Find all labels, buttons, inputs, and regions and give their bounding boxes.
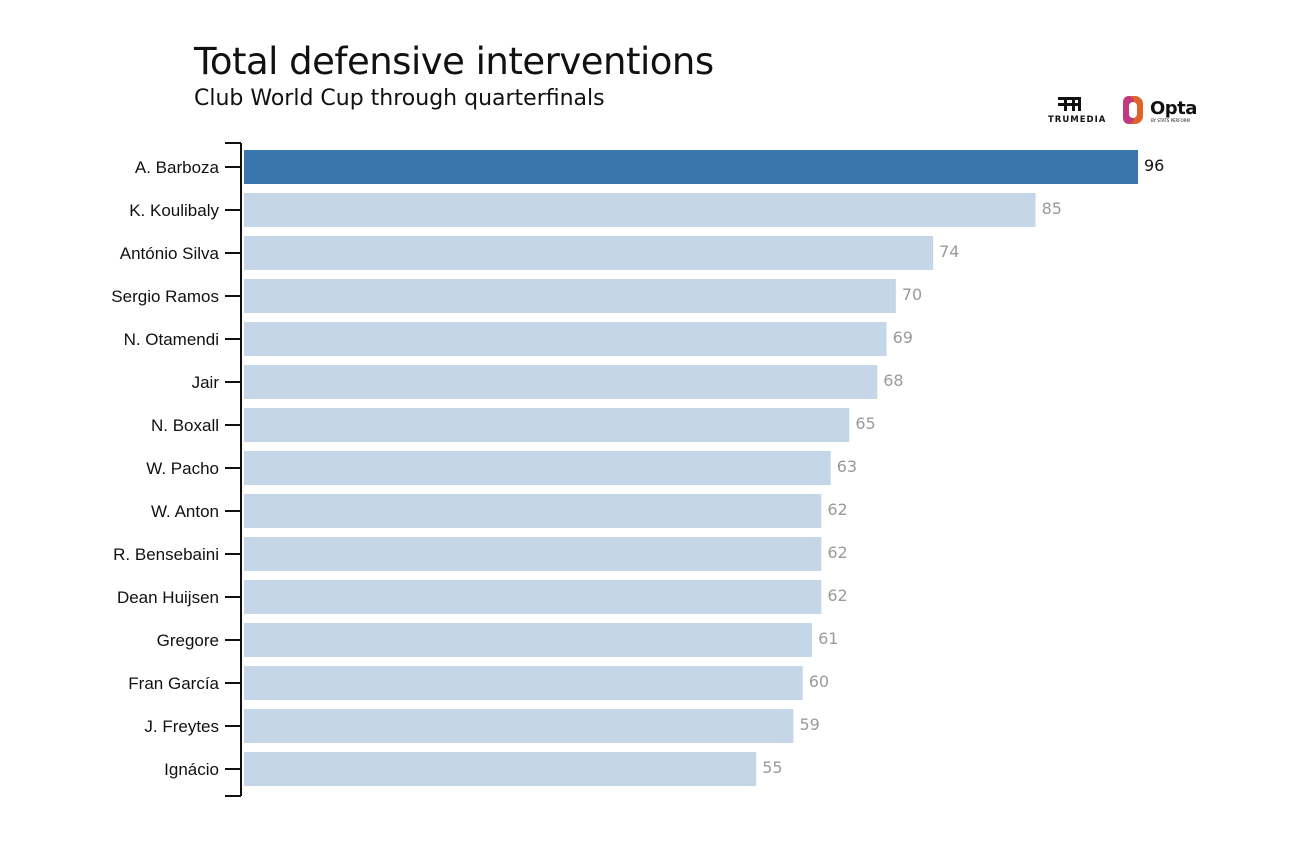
bar — [244, 365, 878, 399]
y-tick-label: W. Pacho — [146, 459, 219, 478]
y-tick-label: J. Freytes — [144, 717, 219, 736]
data-label: 62 — [827, 500, 847, 519]
bar — [244, 752, 757, 786]
data-label: 96 — [1144, 156, 1164, 175]
y-tick-label: Fran García — [128, 674, 219, 693]
data-label: 70 — [902, 285, 922, 304]
bar — [244, 322, 887, 356]
data-label: 62 — [827, 543, 847, 562]
y-tick-label: N. Otamendi — [124, 330, 219, 349]
y-tick-label: Gregore — [157, 631, 219, 650]
opta-logo: Opta BY STATS PERFORM — [1120, 94, 1214, 128]
bar — [244, 537, 822, 571]
bar — [244, 494, 822, 528]
data-label: 74 — [939, 242, 959, 261]
trumedia-logo: TRUMEDIA — [1044, 94, 1116, 128]
data-label: 85 — [1042, 199, 1062, 218]
y-axis: A. Barboza K. Koulibaly António Silva Sergi… — [111, 142, 242, 797]
y-tick-label: Jair — [192, 373, 220, 392]
y-tick-label: Dean Huijsen — [117, 588, 219, 607]
data-label: 59 — [799, 715, 819, 734]
bar — [244, 451, 831, 485]
bars: 96 85 74 70 69 68 65 63 62 62 62 61 60 59 55 — [244, 150, 1164, 786]
data-label: 60 — [809, 672, 829, 691]
bar — [244, 623, 813, 657]
chart-subtitle: Club World Cup through quarterfinals — [194, 86, 605, 111]
data-label: 68 — [883, 371, 903, 390]
bar — [244, 408, 850, 442]
opta-logo-text: Opta — [1150, 98, 1197, 119]
data-label: 69 — [893, 328, 913, 347]
data-label: 62 — [827, 586, 847, 605]
logos: TRUMEDIA Opta BY STATS PERFORM — [1044, 94, 1214, 128]
y-tick-label: Ignácio — [164, 760, 219, 779]
bar — [244, 193, 1036, 227]
opta-logo-tagline: BY STATS PERFORM — [1151, 118, 1190, 123]
bar — [244, 236, 934, 270]
chart-title: Total defensive interventions — [194, 40, 714, 83]
bar — [244, 279, 896, 313]
data-label: 61 — [818, 629, 838, 648]
y-tick-label: António Silva — [120, 244, 220, 263]
data-label: 65 — [855, 414, 875, 433]
y-tick-label: Sergio Ramos — [111, 287, 219, 306]
bar — [244, 709, 794, 743]
y-tick-label: K. Koulibaly — [129, 201, 219, 220]
bar — [244, 580, 822, 614]
y-tick-label: W. Anton — [151, 502, 219, 521]
bar — [244, 150, 1138, 184]
data-label: 55 — [762, 758, 782, 777]
trumedia-logo-text: TRUMEDIA — [1048, 115, 1107, 125]
opta-mark-icon — [1123, 96, 1143, 124]
y-tick-label: N. Boxall — [151, 416, 219, 435]
y-tick-label: R. Bensebaini — [113, 545, 219, 564]
bar — [244, 666, 803, 700]
y-tick-label: A. Barboza — [135, 158, 220, 177]
data-label: 63 — [837, 457, 857, 476]
trumedia-mark-icon — [1058, 97, 1081, 111]
